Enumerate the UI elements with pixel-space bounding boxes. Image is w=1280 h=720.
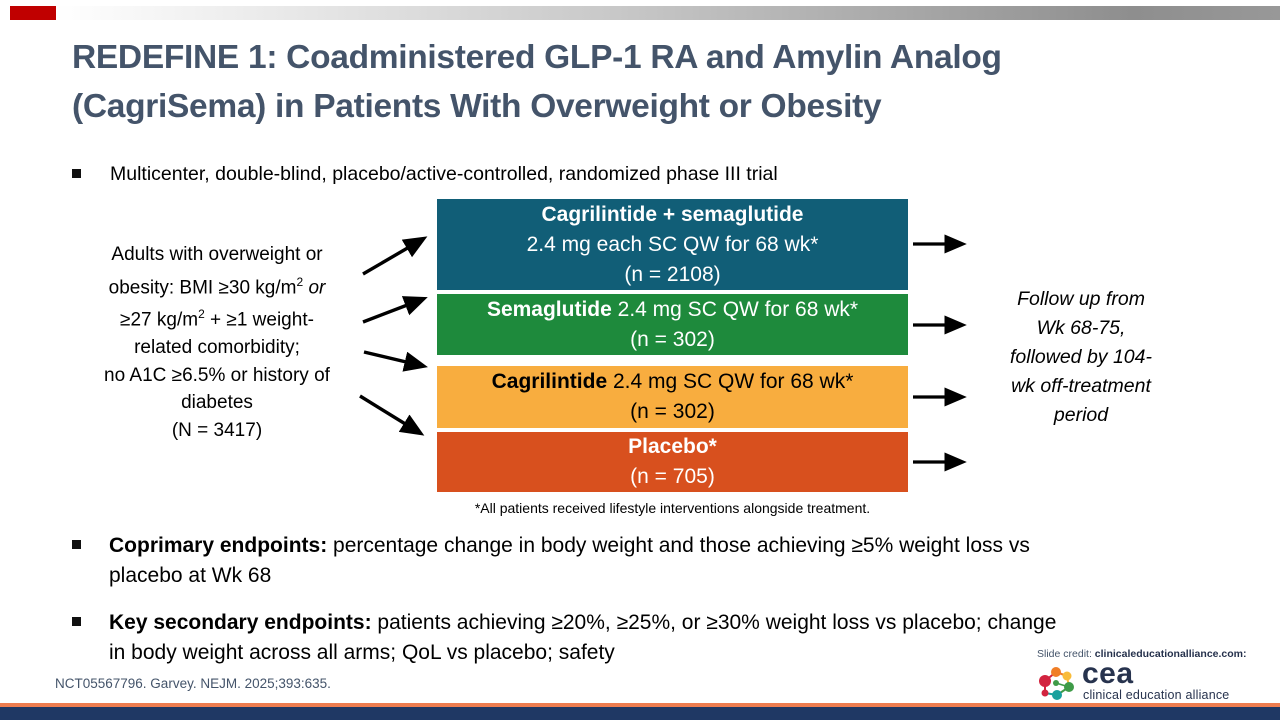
population-description: Adults with overweight or obesity: BMI ≥… <box>55 241 379 444</box>
arm-box-placebo: Placebo* (n = 705) <box>437 432 908 492</box>
cea-logo-icon <box>1039 667 1074 700</box>
population-line: no A1C ≥6.5% or history of <box>104 364 330 386</box>
key-secondary-endpoints-text: Key secondary endpoints: patients achiev… <box>109 608 1056 667</box>
slide-credit: Slide credit: clinicaleducationalliance.… <box>1037 648 1247 660</box>
arm-line: Placebo* <box>628 435 717 458</box>
bullet-square-icon <box>72 169 81 178</box>
citation: NCT05567796. Garvey. NEJM. 2025;393:635. <box>55 676 331 691</box>
arm-line: Semaglutide 2.4 mg SC QW for 68 wk* <box>486 297 859 321</box>
population-line: obesity: BMI ≥30 kg/m2 or <box>108 274 326 298</box>
arm-line: (n = 302) <box>630 400 715 423</box>
key-secondary-endpoints-bullet: Key secondary endpoints: patients achiev… <box>72 608 1212 667</box>
study-design-bullet: Multicenter, double-blind, placebo/activ… <box>72 161 1222 188</box>
arm-line: (n = 2108) <box>624 262 721 286</box>
slide-title: REDEFINE 1: Coadministered GLP-1 RA and … <box>72 33 1242 131</box>
arm-line: Cagrilintide + semaglutide <box>541 202 804 226</box>
arm-box-semaglutide: Semaglutide 2.4 mg SC QW for 68 wk* (n =… <box>437 294 908 355</box>
slide-title-line1: REDEFINE 1: Coadministered GLP-1 RA and … <box>72 39 1002 76</box>
coprimary-endpoints-line2: placebo at Wk 68 <box>109 563 272 587</box>
top-red-accent-bar <box>10 6 56 20</box>
arm-line: (n = 302) <box>630 327 715 351</box>
study-design-text: Multicenter, double-blind, placebo/activ… <box>110 163 778 185</box>
top-gradient-bar <box>56 6 1280 20</box>
arm-line: 2.4 mg each SC QW for 68 wk* <box>526 232 819 256</box>
arm-box-cagrisema: Cagrilintide + semaglutide 2.4 mg each S… <box>437 199 908 290</box>
slide-credit-link[interactable]: clinicaleducationalliance.com: <box>1094 648 1247 660</box>
arm-line: (n = 705) <box>630 465 715 488</box>
followup-note: Follow up from Wk 68-75, followed by 104… <box>983 285 1179 430</box>
slide-title-line2: (CagriSema) in Patients With Overweight … <box>72 88 882 125</box>
treatment-arms: Cagrilintide + semaglutide 2.4 mg each S… <box>437 199 908 492</box>
arm-box-cagrilintide: Cagrilintide 2.4 mg SC QW for 68 wk* (n … <box>437 366 908 428</box>
followup-line: followed by 104- <box>1009 346 1152 368</box>
population-line: ≥27 kg/m2 + ≥1 weight- <box>120 307 314 331</box>
key-secondary-endpoints-line2: in body weight across all arms; QoL vs p… <box>109 640 615 664</box>
followup-line: wk off-treatment <box>1011 375 1151 397</box>
followup-line: period <box>1053 404 1109 426</box>
lifestyle-footnote: *All patients received lifestyle interve… <box>474 500 871 516</box>
bottom-navy-bar <box>0 707 1280 720</box>
cea-logo-subtext: clinical education alliance <box>1083 688 1230 702</box>
slide-credit-label: Slide credit: <box>1037 648 1095 660</box>
coprimary-endpoints-bullet: Coprimary endpoints: percentage change i… <box>72 531 1212 590</box>
population-line: diabetes <box>181 392 253 414</box>
bullet-square-icon <box>72 540 81 549</box>
population-line: Adults with overweight or <box>111 244 323 265</box>
followup-line: Wk 68-75, <box>1036 317 1126 339</box>
cea-logo-wordmark: cea <box>1082 657 1134 690</box>
coprimary-endpoints-text: Coprimary endpoints: percentage change i… <box>109 531 1030 590</box>
population-line: (N = 3417) <box>171 419 263 441</box>
arm-line: Cagrilintide 2.4 mg SC QW for 68 wk* <box>491 370 854 393</box>
population-line: related comorbidity; <box>134 337 300 359</box>
followup-line: Follow up from <box>1017 288 1145 310</box>
bullet-square-icon <box>72 617 81 626</box>
bottom-orange-line <box>0 703 1280 707</box>
